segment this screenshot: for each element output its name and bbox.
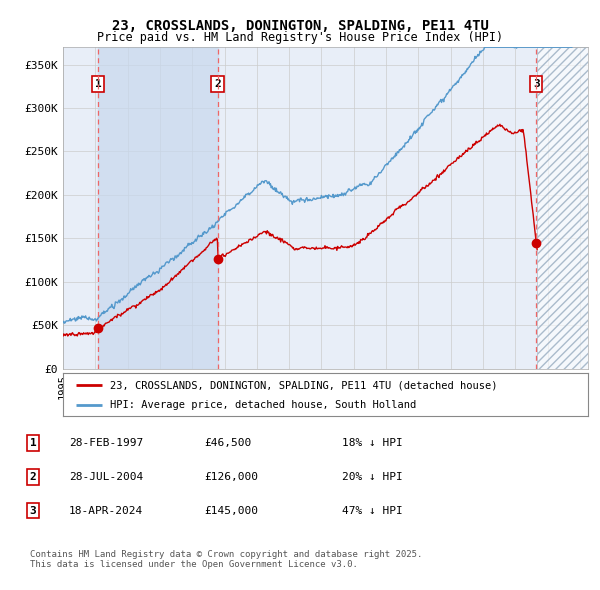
Bar xyxy=(537,47,588,369)
Text: 28-JUL-2004: 28-JUL-2004 xyxy=(69,472,143,482)
Text: 1: 1 xyxy=(95,79,101,89)
Text: 18-APR-2024: 18-APR-2024 xyxy=(69,506,143,516)
Text: £145,000: £145,000 xyxy=(204,506,258,516)
Text: 3: 3 xyxy=(29,506,37,516)
Text: 20% ↓ HPI: 20% ↓ HPI xyxy=(342,472,403,482)
Bar xyxy=(537,47,588,369)
Bar xyxy=(98,47,218,369)
Text: 47% ↓ HPI: 47% ↓ HPI xyxy=(342,506,403,516)
Text: 28-FEB-1997: 28-FEB-1997 xyxy=(69,438,143,448)
Text: Contains HM Land Registry data © Crown copyright and database right 2025.
This d: Contains HM Land Registry data © Crown c… xyxy=(30,550,422,569)
Text: Price paid vs. HM Land Registry's House Price Index (HPI): Price paid vs. HM Land Registry's House … xyxy=(97,31,503,44)
Text: £126,000: £126,000 xyxy=(204,472,258,482)
Text: HPI: Average price, detached house, South Holland: HPI: Average price, detached house, Sout… xyxy=(110,401,416,410)
Text: 18% ↓ HPI: 18% ↓ HPI xyxy=(342,438,403,448)
Text: 3: 3 xyxy=(533,79,539,89)
Text: 1: 1 xyxy=(29,438,37,448)
Text: 23, CROSSLANDS, DONINGTON, SPALDING, PE11 4TU (detached house): 23, CROSSLANDS, DONINGTON, SPALDING, PE1… xyxy=(110,381,498,391)
Text: 23, CROSSLANDS, DONINGTON, SPALDING, PE11 4TU: 23, CROSSLANDS, DONINGTON, SPALDING, PE1… xyxy=(112,19,488,33)
Text: 2: 2 xyxy=(29,472,37,482)
Text: £46,500: £46,500 xyxy=(204,438,251,448)
Text: 2: 2 xyxy=(214,79,221,89)
